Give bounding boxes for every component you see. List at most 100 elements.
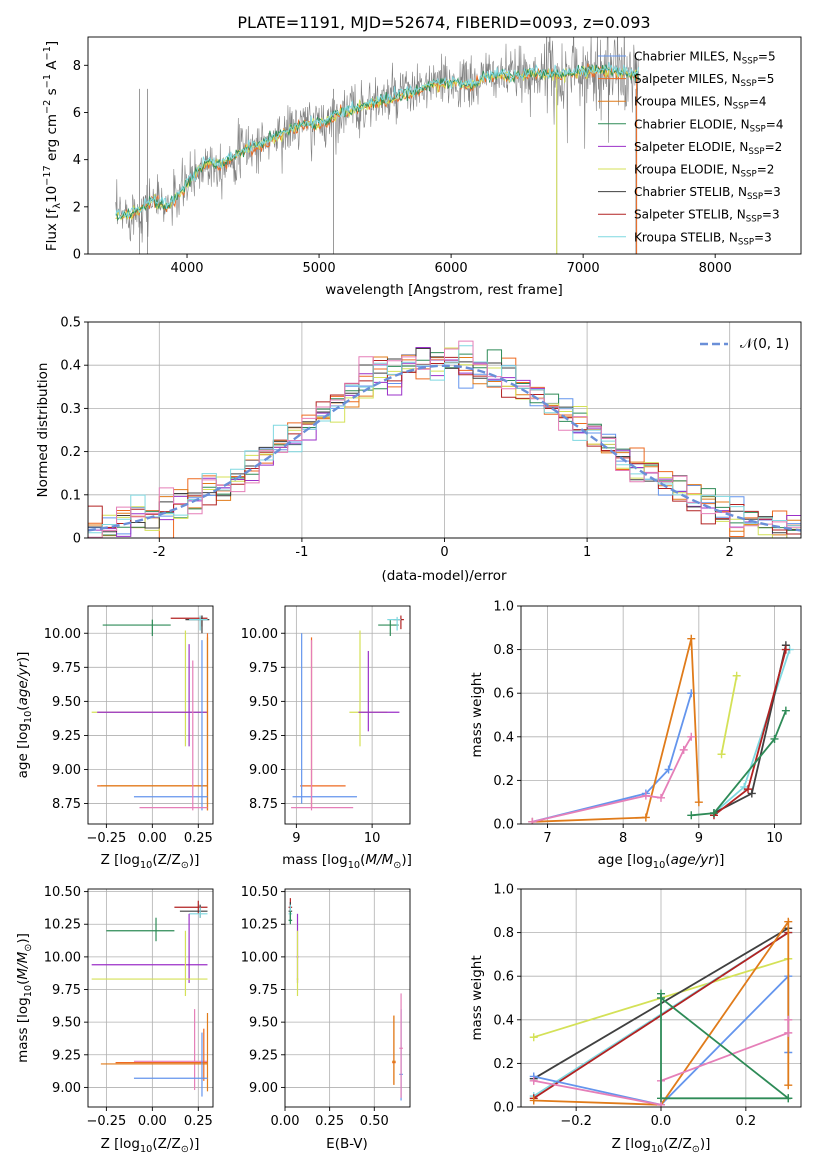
y-tick-label: 9.75 [52, 983, 81, 998]
y-axis-label: mass weight [469, 672, 485, 757]
x-tick-label: -2 [153, 545, 166, 560]
mass-weight-point [529, 1076, 538, 1085]
legend-label: 𝒩(0, 1) [740, 336, 789, 352]
mass-weight-point [694, 798, 703, 807]
legend-label: Kroupa ELODIE, NSSP=2 [634, 163, 774, 180]
axes-frame [284, 888, 411, 1108]
y-tick-label: 0.2 [493, 1057, 514, 1072]
legend-nssp-value: 5 [768, 50, 776, 64]
legend-series-name: Salpeter ELODIE [634, 140, 732, 154]
y-tick-label: 0.1 [60, 488, 81, 503]
x-tick-label: 0.2 [736, 1114, 757, 1129]
mass-weight-point [687, 634, 696, 643]
y-tick-label: 10.50 [241, 885, 278, 900]
x-axis-label: Z [log10(Z/Z⊙)] [612, 1136, 711, 1155]
y-tick-label: 9.50 [249, 1016, 278, 1031]
y-tick-label: 0.6 [493, 970, 514, 985]
y-tick-label: 9.75 [249, 983, 278, 998]
x-axis-label: wavelength [Angstrom, rest frame] [325, 282, 563, 298]
axes-spectrum: 4000 5000 6000 7000 8000 0 2 4 6 8 [73, 36, 802, 276]
axes-age-vs-mass: 9 10 8.75 9.00 9.25 9.50 9.75 10.00 [241, 605, 411, 846]
x-tick-label: 6000 [435, 261, 468, 276]
y-tick-label: 0.8 [493, 643, 514, 658]
y-tick-label: 9.50 [52, 695, 81, 710]
legend-nssp-value: 2 [775, 140, 783, 154]
mass-weight-point [744, 785, 753, 794]
y-tick-label: 1.0 [493, 883, 514, 898]
y-tick-label: 9.75 [249, 661, 278, 676]
mass-weight-point [781, 706, 790, 715]
mass-weight-point [529, 1096, 538, 1105]
axes-mass-vs-EBV: 0.00 0.25 0.50 9.00 9.25 9.50 9.75 10.00 10.25 10… [241, 885, 411, 1129]
legend-label: Chabrier STELIB, NSSP=3 [634, 185, 781, 202]
y-tick-label: 9.25 [249, 1048, 278, 1063]
x-axis-label: age [log10(age/yr)] [598, 852, 725, 871]
y-axis-label: age [log10(age/yr)] [15, 652, 34, 779]
x-tick-label: 2 [726, 545, 734, 560]
mass-weight-point [641, 813, 650, 822]
y-tick-label: 2 [73, 200, 81, 215]
mass-weight-line [532, 638, 700, 823]
mass-weight-point [528, 817, 537, 824]
x-tick-label: −0.25 [86, 1114, 126, 1129]
y-tick-label: 10.50 [44, 885, 81, 900]
mass-weight-point [687, 732, 696, 741]
plot-area-massweight-vs-Z [529, 917, 793, 1107]
y-tick-label: 10.25 [44, 918, 81, 933]
mass-weight-point [709, 809, 718, 818]
x-tick-label: 9 [292, 831, 300, 846]
axes-mass-vs-Z: −0.25 0.00 0.25 9.00 9.25 9.50 9.75 10.00 10.25 1… [44, 885, 214, 1129]
x-tick-label: 10 [364, 831, 381, 846]
x-tick-label: 9 [695, 831, 703, 846]
plot-area-residuals [88, 340, 801, 538]
x-tick-label: −0.2 [560, 1114, 592, 1129]
legend-nssp-value: 3 [764, 230, 772, 244]
x-axis-label: mass [log10(M/M⊙)] [282, 852, 412, 871]
mass-weight-point [781, 645, 790, 654]
x-axis-label: E(B-V) [326, 1136, 368, 1152]
mass-weight-line [720, 675, 738, 755]
y-tick-label: 0.6 [493, 687, 514, 702]
x-tick-label: 7 [543, 831, 551, 846]
model-spectrum [115, 62, 640, 219]
x-axis-label: (data-model)/error [381, 568, 507, 584]
axes-frame [87, 36, 802, 255]
mass-weight-line [660, 993, 791, 1100]
axes-residuals: -2 -1 0 1 2 0 0.1 0.2 0.3 0.4 0.5 [60, 316, 802, 560]
x-tick-label: 0.50 [360, 1114, 389, 1129]
plot-area-age-vs-Z [91, 615, 210, 811]
y-tick-label: 0.8 [493, 926, 514, 941]
legend-series-name: Salpeter STELIB [634, 208, 729, 222]
y-tick-label: 9.25 [52, 1048, 81, 1063]
mass-weight-point [657, 994, 665, 1002]
x-tick-label: 0.25 [315, 1114, 344, 1129]
y-tick-label: 9.00 [249, 763, 278, 778]
y-tick-label: 9.00 [249, 1081, 278, 1096]
mass-weight-point [784, 1081, 793, 1090]
legend-label: Kroupa MILES, NSSP=4 [634, 95, 767, 112]
mass-weight-point [657, 793, 665, 802]
mass-weight-point [784, 1015, 793, 1024]
mass-weight-point [784, 1028, 793, 1037]
x-tick-label: 7000 [567, 261, 600, 276]
y-tick-label: 0.2 [60, 445, 81, 460]
legend-label: Chabrier ELODIE, NSSP=4 [634, 117, 783, 134]
legend-series-name: Kroupa ELODIE [634, 163, 724, 177]
x-tick-label: 1 [583, 545, 591, 560]
legend-nssp-value: 5 [767, 72, 775, 86]
plot-area-mass-vs-EBV [288, 898, 403, 1101]
y-tick-label: 10.00 [44, 950, 81, 965]
legend-label: Chabrier MILES, NSSP=5 [634, 50, 776, 67]
x-tick-label: −0.25 [86, 831, 126, 846]
plot-area-spectrum [115, 37, 640, 254]
mass-weight-point [770, 734, 779, 743]
legend-nssp-value: 4 [759, 95, 767, 109]
legend-series-name: Salpeter MILES [634, 72, 724, 86]
axes-frame [87, 888, 214, 1108]
y-tick-label: 9.25 [52, 729, 81, 744]
y-tick-label: 8.75 [52, 797, 81, 812]
x-tick-label: 0 [440, 545, 448, 560]
mass-weight-point [664, 765, 673, 774]
mass-weight-point [717, 750, 726, 759]
